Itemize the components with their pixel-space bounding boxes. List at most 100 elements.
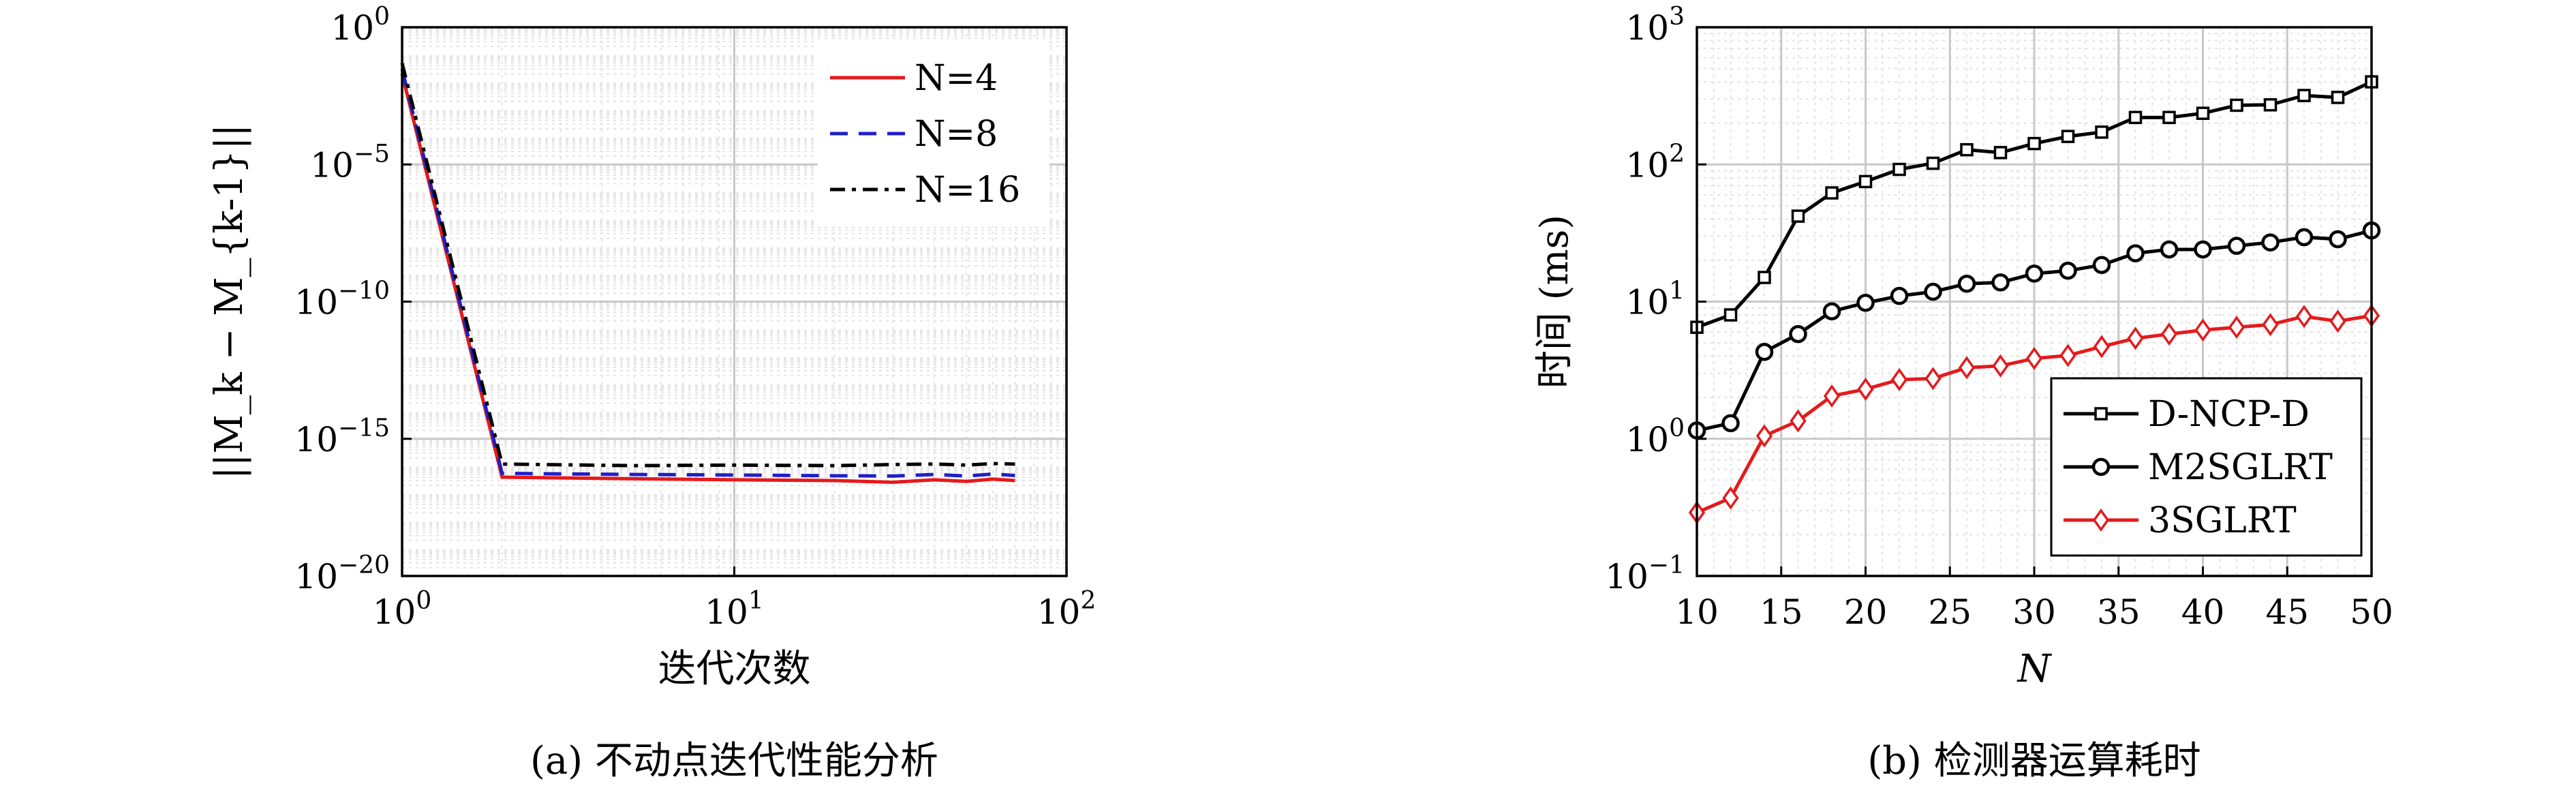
data-point-D-NCP-D xyxy=(1960,142,1974,157)
y-axis-label: ||M_k − M_{k-1}|| xyxy=(207,124,251,479)
data-point-M2SGLRT xyxy=(2025,264,2044,283)
data-point-3SGLRT xyxy=(2295,305,2313,329)
tick-labels: 10 15 20 25 30 35 40 45 50 10−1 100 101 102 103 xyxy=(1605,3,2393,632)
x-tick-label: 40 xyxy=(2181,592,2225,632)
y-tick-label: 10−5 xyxy=(310,140,390,185)
data-point-M2SGLRT xyxy=(2329,230,2347,249)
data-point-3SGLRT xyxy=(2329,309,2346,333)
figure-caption: (a) 不动点迭代性能分析 xyxy=(530,739,938,783)
data-point-3SGLRT xyxy=(1925,367,1942,391)
panel-b-runtime-chart: 10 15 20 25 30 35 40 45 50 10−1 100 101 102 103 N 时间 (m… xyxy=(1533,3,2393,783)
series-line-N=8 xyxy=(400,68,1015,478)
data-point-M2SGLRT xyxy=(1991,273,2010,292)
data-point-3SGLRT xyxy=(2025,346,2043,370)
data-point-3SGLRT xyxy=(1823,384,1841,408)
data-point-D-NCP-D xyxy=(1758,271,1771,284)
data-point-M2SGLRT xyxy=(2160,240,2179,259)
data-point-M2SGLRT xyxy=(1789,324,1807,344)
x-tick-label: 101 xyxy=(705,587,764,632)
data-point-M2SGLRT xyxy=(1755,343,1774,361)
data-point-M2SGLRT xyxy=(2227,237,2246,255)
x-tick-label: 35 xyxy=(2097,592,2141,632)
x-tick-label: 45 xyxy=(2265,592,2309,632)
y-tick-label: 10−20 xyxy=(294,551,390,596)
data-point-3SGLRT xyxy=(1958,356,1976,380)
data-point-3SGLRT xyxy=(1755,424,1773,448)
y-tick-label: 10−15 xyxy=(294,414,390,459)
data-point-M2SGLRT xyxy=(1924,282,1942,301)
data-point-3SGLRT xyxy=(1790,409,1807,433)
data-point-M2SGLRT xyxy=(2092,256,2111,274)
data-point-D-NCP-D xyxy=(1926,156,1940,170)
data-point-D-NCP-D xyxy=(2095,125,2109,139)
data-point-3SGLRT xyxy=(1890,367,1908,391)
data-point-M2SGLRT xyxy=(1856,294,1875,312)
x-axis-label: N xyxy=(2017,647,2053,691)
data-point-M2SGLRT xyxy=(1890,286,1909,305)
data-point-D-NCP-D xyxy=(2297,89,2311,102)
legend-box xyxy=(818,41,1049,226)
x-tick-label: 20 xyxy=(1844,592,1888,632)
legend-marker xyxy=(2091,457,2111,476)
data-point-D-NCP-D xyxy=(2061,130,2075,143)
x-tick-label: 50 xyxy=(2350,592,2393,632)
data-point-M2SGLRT xyxy=(2059,261,2077,280)
data-point-D-NCP-D xyxy=(2263,98,2278,112)
legend-label-D-NCP-D: D-NCP-D xyxy=(2148,394,2310,435)
x-tick-label: 100 xyxy=(373,587,432,632)
y-tick-label: 10−1 xyxy=(1605,551,1685,596)
legend: D-NCP-D M2SGLRT 3SGLRT xyxy=(2050,377,2363,557)
legend-label-N=8: N=8 xyxy=(915,114,998,155)
legend-marker xyxy=(2092,508,2110,532)
data-point-D-NCP-D xyxy=(2128,110,2143,125)
data-point-D-NCP-D xyxy=(1858,174,1873,189)
data-point-D-NCP-D xyxy=(2027,136,2041,151)
legend-marker xyxy=(2094,407,2108,421)
data-point-M2SGLRT xyxy=(1957,275,1976,293)
data-point-M2SGLRT xyxy=(1822,302,1841,320)
data-point-M2SGLRT xyxy=(2295,228,2314,247)
data-point-3SGLRT xyxy=(2093,335,2111,359)
y-tick-label: 100 xyxy=(331,3,390,48)
panel-a-convergence-chart: 100 101 102 100 10−5 10−10 10−15 10−20 迭代次数 ||M_k… xyxy=(207,3,1096,783)
data-point-3SGLRT xyxy=(2059,344,2076,367)
legend-label-3SGLRT: 3SGLRT xyxy=(2148,500,2297,541)
x-axis-label: 迭代次数 xyxy=(658,647,811,691)
legend-label-N=4: N=4 xyxy=(915,58,998,99)
data-point-3SGLRT xyxy=(2228,316,2245,339)
data-point-D-NCP-D xyxy=(1892,162,1906,177)
data-point-D-NCP-D xyxy=(1723,308,1738,322)
data-point-D-NCP-D xyxy=(2230,98,2243,112)
tick-labels: 100 101 102 100 10−5 10−10 10−15 10−20 xyxy=(294,3,1096,632)
series-group xyxy=(400,62,1015,485)
data-point-3SGLRT xyxy=(1857,377,1874,401)
series-line-N=16 xyxy=(400,62,1015,468)
y-tick-label: 101 xyxy=(1625,277,1685,322)
data-point-D-NCP-D xyxy=(1791,209,1805,223)
data-point-D-NCP-D xyxy=(2196,106,2210,120)
data-point-D-NCP-D xyxy=(1993,146,2008,160)
y-tick-label: 10−10 xyxy=(294,277,390,322)
data-point-D-NCP-D xyxy=(1825,186,1839,200)
data-point-D-NCP-D xyxy=(2331,91,2345,104)
y-axis-label: 时间 (ms) xyxy=(1533,215,1577,389)
data-point-M2SGLRT xyxy=(2261,233,2280,252)
data-point-3SGLRT xyxy=(2127,326,2144,350)
x-tick-label: 102 xyxy=(1037,587,1097,632)
x-tick-label: 10 xyxy=(1675,592,1719,632)
data-point-3SGLRT xyxy=(1992,354,2009,378)
data-point-M2SGLRT xyxy=(1721,414,1740,433)
legend-label-M2SGLRT: M2SGLRT xyxy=(2148,447,2333,488)
legend: N=4 N=8 N=16 xyxy=(818,41,1049,226)
data-point-M2SGLRT xyxy=(2126,244,2145,262)
y-tick-label: 100 xyxy=(1625,414,1685,459)
series-group xyxy=(1687,75,2381,524)
x-tick-label: 30 xyxy=(2012,592,2056,632)
x-tick-label: 25 xyxy=(1928,592,1972,632)
legend-label-N=16: N=16 xyxy=(915,170,1020,211)
x-tick-label: 15 xyxy=(1760,592,1803,632)
data-point-3SGLRT xyxy=(2262,313,2279,337)
y-tick-label: 102 xyxy=(1625,140,1685,185)
data-point-D-NCP-D xyxy=(2162,110,2176,125)
